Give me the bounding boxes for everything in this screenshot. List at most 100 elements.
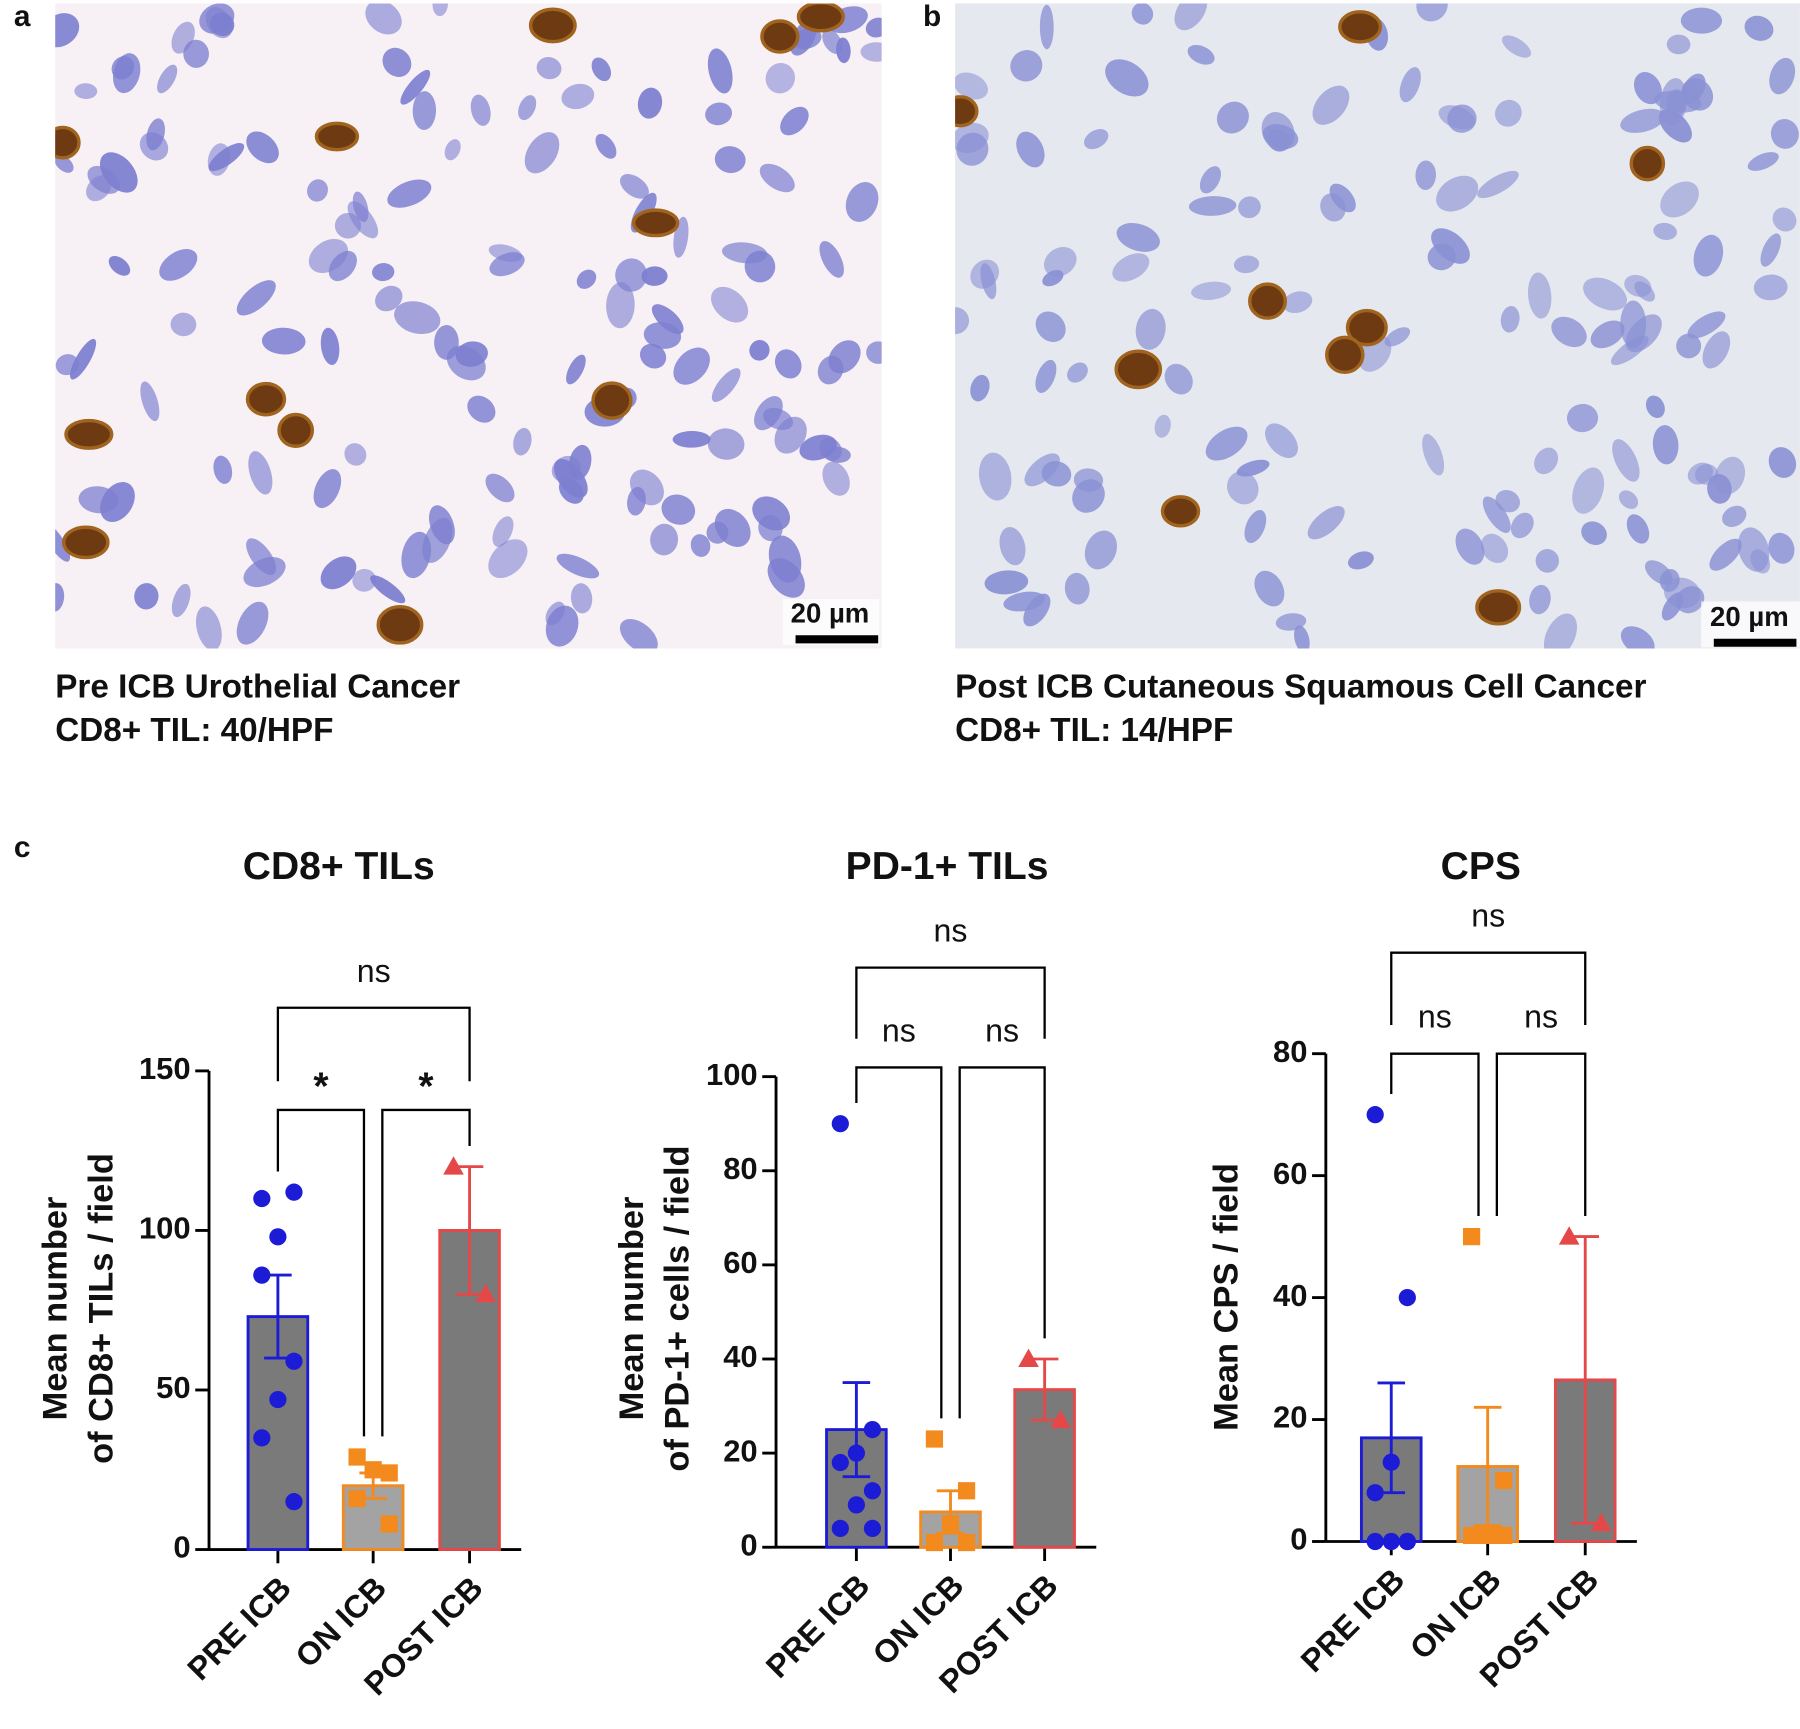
- data-point: [269, 1390, 287, 1409]
- nucleus: [866, 341, 882, 364]
- significance-bracket: [276, 1108, 366, 1437]
- nucleus: [1244, 510, 1267, 544]
- y-tick-label: 100: [139, 1211, 191, 1246]
- data-point: [253, 1266, 271, 1284]
- data-point: [831, 1519, 849, 1538]
- nucleus: [1436, 175, 1479, 212]
- y-tick-label: 40: [723, 1339, 757, 1374]
- nucleus: [955, 72, 988, 100]
- nucleus: [759, 163, 795, 193]
- nucleus: [690, 534, 711, 557]
- nucleus: [1693, 234, 1724, 277]
- nucleus: [980, 263, 997, 300]
- nucleus: [865, 17, 882, 38]
- nucleus: [434, 324, 459, 360]
- error-bar: [1030, 1357, 1059, 1422]
- y-tick-label: 40: [1273, 1278, 1307, 1313]
- nucleus: [1707, 473, 1732, 504]
- nucleus: [1187, 44, 1215, 65]
- nucleus: [774, 416, 807, 454]
- data-point: [364, 1461, 382, 1479]
- data-point: [957, 1482, 976, 1500]
- nucleus: [1067, 362, 1088, 383]
- data-point: [285, 1493, 303, 1511]
- nucleus: [1722, 505, 1747, 527]
- significance-label: ns: [1524, 999, 1558, 1035]
- nucleus: [1620, 108, 1665, 133]
- nucleus: [524, 132, 560, 174]
- nucleus: [1572, 467, 1605, 514]
- data-point: [1495, 1526, 1513, 1545]
- nucleus: [1216, 101, 1249, 134]
- nucleus: [955, 122, 989, 153]
- nucleus: [1254, 570, 1285, 607]
- nucleus: [765, 63, 795, 94]
- nucleus: [400, 69, 431, 105]
- nucleus: [1275, 613, 1307, 631]
- nucleus: [444, 139, 461, 161]
- nucleus: [1312, 85, 1350, 125]
- data-point: [1462, 1526, 1481, 1545]
- nucleus: [1624, 274, 1652, 297]
- significance-bracket: [1495, 1052, 1587, 1216]
- nucleus: [615, 258, 648, 292]
- nucleus: [1329, 183, 1356, 213]
- nucleus: [710, 286, 749, 323]
- nucleus: [1320, 193, 1346, 222]
- y-axis-label: Mean number: [37, 1197, 75, 1421]
- data-point: [1590, 1512, 1612, 1532]
- nucleus: [1188, 196, 1237, 216]
- y-axis-label: of CD8+ TILs / field: [83, 1153, 121, 1464]
- caption: Post ICB Cutaneous Squamous Cell Cancer: [955, 668, 1646, 705]
- nucleus: [1238, 196, 1261, 219]
- data-point: [941, 1515, 960, 1533]
- y-tick-label: 60: [723, 1245, 757, 1280]
- nucleus: [1612, 439, 1640, 482]
- nucleus: [706, 521, 729, 544]
- nucleus: [1010, 50, 1043, 82]
- nucleus: [1043, 246, 1077, 277]
- data-point: [1382, 1453, 1400, 1471]
- stained-cell: [955, 95, 979, 128]
- nucleus: [1415, 160, 1437, 190]
- nucleus: [100, 481, 135, 523]
- data-point: [831, 1115, 849, 1133]
- significance-label: ns: [1418, 999, 1452, 1035]
- nucleus: [55, 583, 65, 612]
- nucleus: [1282, 291, 1313, 314]
- nucleus: [1154, 414, 1171, 438]
- nucleus: [1427, 243, 1456, 271]
- nucleus: [661, 494, 696, 525]
- nucleus: [365, 3, 402, 35]
- y-tick-label: 0: [1290, 1522, 1307, 1557]
- significance-bracket: [958, 1066, 1046, 1419]
- stained-cell: [62, 525, 110, 560]
- y-tick-label: 80: [1273, 1034, 1307, 1069]
- nucleus: [1105, 59, 1149, 97]
- nucleus: [1534, 447, 1559, 475]
- nucleus: [1551, 316, 1587, 348]
- nucleus: [1199, 166, 1222, 194]
- data-point: [348, 1489, 366, 1508]
- scale-bar-label: 20 µm: [1710, 601, 1789, 632]
- x-tick-label: PRE ICB: [1294, 1561, 1412, 1679]
- nucleus: [650, 523, 679, 556]
- y-axis-label: Mean CPS / field: [1207, 1163, 1245, 1431]
- stained-cell: [376, 604, 424, 645]
- stained-cell: [760, 19, 800, 54]
- nucleus: [1112, 253, 1150, 282]
- data-point: [1398, 1288, 1416, 1307]
- nucleus: [707, 48, 733, 94]
- nucleus: [111, 56, 135, 80]
- nucleus: [372, 263, 395, 282]
- stained-cell: [64, 418, 114, 450]
- nucleus: [1770, 118, 1799, 149]
- nucleus: [819, 240, 844, 278]
- stained-cell: [245, 381, 287, 417]
- nucleus: [1135, 308, 1166, 350]
- nucleus: [822, 29, 843, 55]
- nucleus: [108, 255, 131, 276]
- nucleus: [672, 431, 711, 448]
- nucleus: [545, 605, 579, 647]
